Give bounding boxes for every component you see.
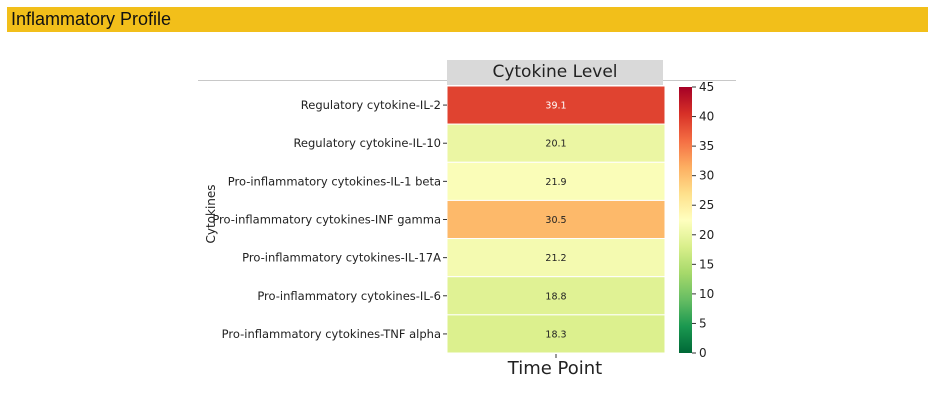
colorbar-tick-label: 35 bbox=[699, 139, 714, 153]
y-tick-label: Pro-inflammatory cytokines-TNF alpha bbox=[222, 327, 441, 341]
cell-value-label: 30.5 bbox=[545, 215, 566, 226]
cell-value-label: 21.2 bbox=[545, 253, 566, 264]
colorbar-tick-label: 5 bbox=[699, 316, 707, 330]
cell-value-label: 18.8 bbox=[545, 291, 566, 302]
colorbar-tick-label: 20 bbox=[699, 228, 714, 242]
y-tick-label: Pro-inflammatory cytokines-INF gamma bbox=[212, 213, 441, 227]
colorbar bbox=[679, 87, 692, 353]
colorbar-tick-label: 45 bbox=[699, 80, 714, 94]
colorbar-tick-label: 0 bbox=[699, 346, 707, 360]
y-tick-label: Regulatory cytokine-IL-2 bbox=[301, 98, 441, 112]
y-tick-label: Pro-inflammatory cytokines-IL-6 bbox=[257, 289, 441, 303]
x-axis-title: Time Point bbox=[507, 358, 603, 379]
colorbar-tick-label: 30 bbox=[699, 169, 714, 183]
colorbar-tick-label: 40 bbox=[699, 110, 714, 124]
heatmap-cell bbox=[446, 85, 666, 125]
cell-value-label: 18.3 bbox=[545, 329, 566, 340]
colorbar-tick-label: 25 bbox=[699, 198, 714, 212]
heatmap-cell bbox=[446, 276, 666, 316]
cell-value-label: 39.1 bbox=[545, 101, 566, 112]
y-tick-label: Regulatory cytokine-IL-10 bbox=[293, 136, 441, 150]
heatmap-cell bbox=[446, 123, 666, 163]
colorbar-tick-label: 10 bbox=[699, 287, 714, 301]
header-banner: Inflammatory Profile bbox=[7, 7, 928, 32]
heatmap-cell bbox=[446, 238, 666, 278]
page-title: Inflammatory Profile bbox=[11, 9, 172, 29]
chart-title: Cytokine Level bbox=[447, 60, 663, 85]
y-tick-label: Pro-inflammatory cytokines-IL-17A bbox=[242, 251, 441, 265]
cell-value-label: 21.9 bbox=[545, 177, 566, 188]
heatmap-cell bbox=[446, 314, 666, 354]
y-tick-label: Pro-inflammatory cytokines-IL-1 beta bbox=[228, 174, 441, 188]
cell-value-label: 20.1 bbox=[545, 139, 566, 150]
colorbar-tick-label: 15 bbox=[699, 257, 714, 271]
